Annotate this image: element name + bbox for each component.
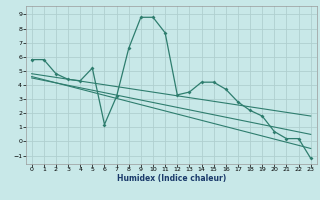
X-axis label: Humidex (Indice chaleur): Humidex (Indice chaleur) — [116, 174, 226, 183]
